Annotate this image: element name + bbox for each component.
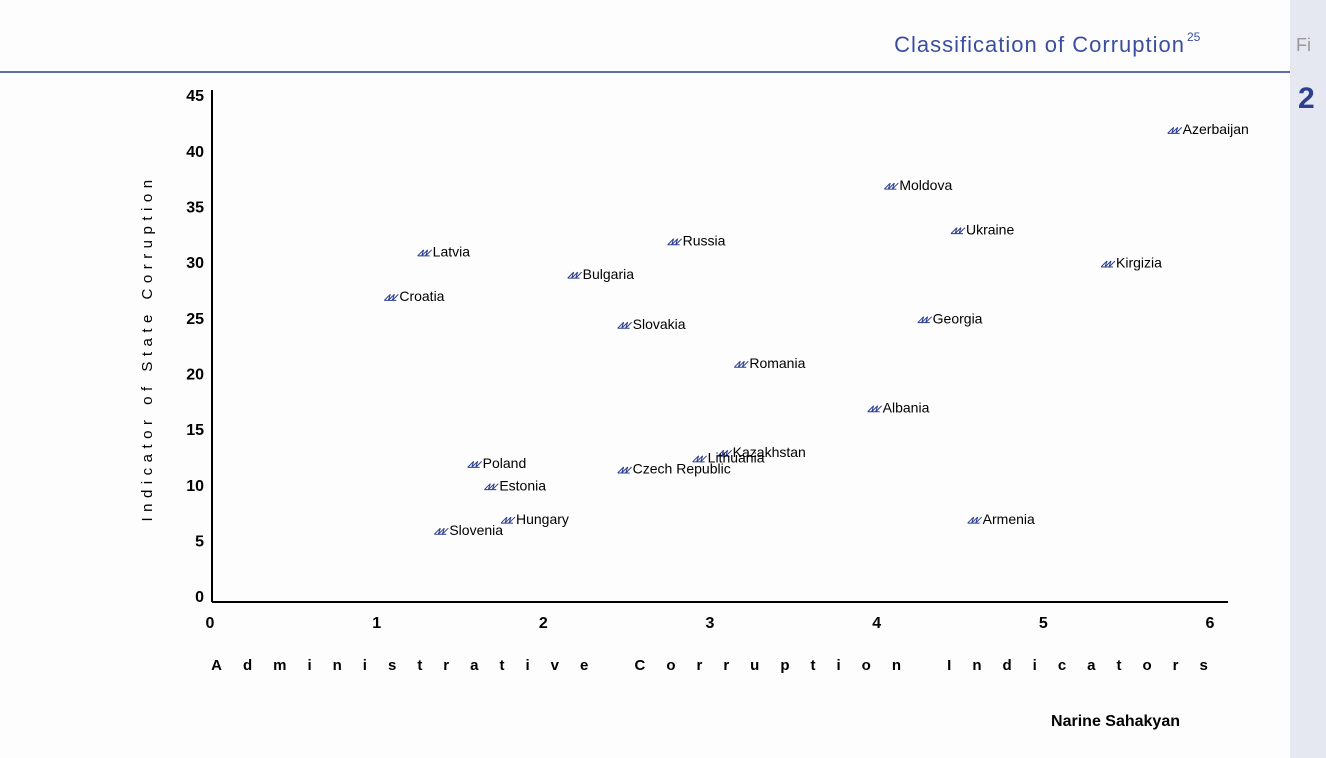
- x-tick-label: 2: [539, 615, 548, 632]
- point-label: Azerbaijan: [1183, 121, 1249, 137]
- y-tick-label: 30: [186, 255, 204, 272]
- x-tick-label: 6: [1206, 615, 1215, 632]
- point: [500, 516, 516, 524]
- point: [733, 360, 749, 368]
- y-tick-label: 35: [186, 200, 204, 217]
- author: Narine Sahakyan: [1051, 713, 1180, 730]
- point: [967, 516, 983, 524]
- point: [867, 405, 883, 413]
- x-tick-label: 3: [706, 615, 715, 632]
- y-tick-label: 15: [186, 422, 204, 439]
- page-fragment: 2: [1298, 82, 1315, 115]
- point: [1100, 260, 1116, 268]
- point-label: Moldova: [899, 177, 952, 193]
- point-label: Latvia: [433, 244, 471, 260]
- x-tick-label: 1: [372, 615, 381, 632]
- x-tick-label: 4: [872, 615, 881, 632]
- y-tick-label: 45: [186, 88, 204, 105]
- point-label: Lithuania: [708, 450, 765, 466]
- point-label: Russia: [683, 232, 726, 248]
- point: [1167, 127, 1183, 134]
- footnote-ref: 25: [1187, 30, 1201, 44]
- point: [617, 466, 633, 474]
- point: [467, 461, 483, 468]
- point-label: Poland: [483, 455, 527, 471]
- x-axis-title: Administrative Corruption Indicators: [211, 657, 1229, 674]
- point-label: Slovenia: [449, 522, 503, 538]
- point: [883, 182, 899, 190]
- point-label: Armenia: [983, 511, 1035, 527]
- point-label: Kazakhstan: [733, 444, 806, 460]
- point: [950, 227, 966, 235]
- point: [917, 316, 933, 324]
- point: [617, 321, 633, 329]
- point-label: Croatia: [399, 288, 444, 304]
- y-tick-label: 20: [186, 367, 204, 384]
- point-label: Albania: [883, 399, 930, 415]
- point: [692, 455, 708, 463]
- point-label: Ukraine: [966, 221, 1014, 237]
- point-label: Romania: [749, 355, 805, 371]
- y-tick-label: 40: [186, 144, 204, 161]
- point-label: Georgia: [933, 310, 983, 326]
- side-text: Fi: [1296, 35, 1311, 55]
- point: [667, 238, 683, 246]
- side-band: [1290, 0, 1326, 758]
- y-tick-label: 0: [195, 589, 204, 606]
- page-title: Classification of Corruption: [894, 32, 1185, 57]
- y-axis-title: Indicator of State Corruption: [139, 174, 156, 521]
- x-tick-label: 5: [1039, 615, 1048, 632]
- point: [717, 449, 733, 457]
- point-label: Slovakia: [633, 316, 686, 332]
- point-label: Estonia: [499, 477, 546, 493]
- point-label: Kirgizia: [1116, 255, 1162, 271]
- point-label: Hungary: [516, 511, 569, 527]
- point: [483, 483, 499, 491]
- point-label: Czech Republic: [633, 461, 731, 477]
- y-tick-label: 10: [186, 478, 204, 495]
- point-label: Bulgaria: [583, 266, 635, 282]
- x-tick-label: 0: [206, 615, 215, 632]
- y-tick-label: 5: [195, 534, 204, 551]
- point: [567, 271, 583, 279]
- point: [383, 294, 399, 301]
- y-tick-label: 25: [186, 311, 204, 328]
- point: [433, 527, 449, 535]
- point: [417, 249, 433, 257]
